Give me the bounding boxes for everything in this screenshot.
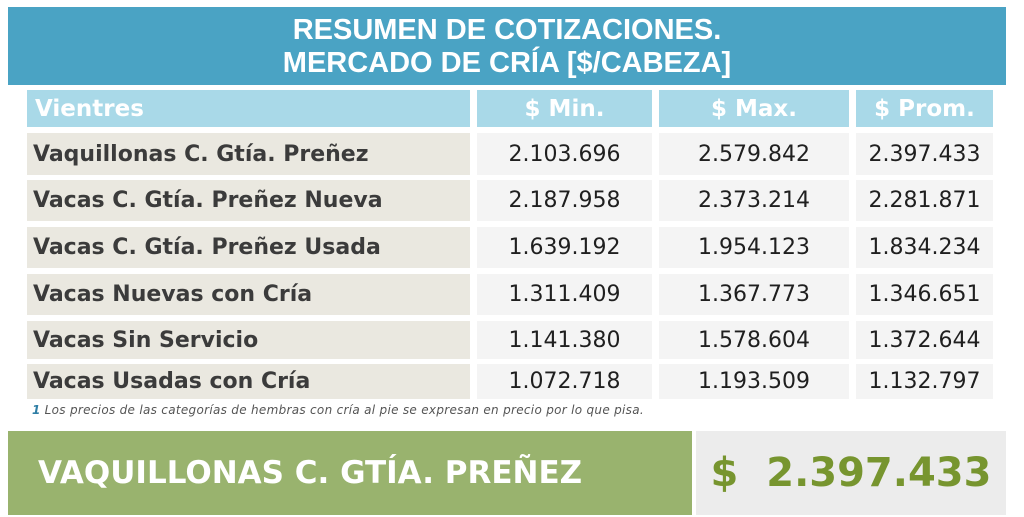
row-prom: 2.281.871 [856,180,993,221]
row-min: 2.187.958 [477,180,652,221]
row-min: 1.639.192 [477,227,652,268]
row-label: Vacas C. Gtía. Preñez Usada [27,227,470,268]
row-prom: 1.834.234 [856,227,993,268]
row-min: 1.311.409 [477,274,652,315]
summary-label: VAQUILLONAS C. GTÍA. PREÑEZ [8,431,692,515]
header-min: $ Min. [477,90,652,127]
row-prom: 1.372.644 [856,321,993,359]
row-min: 1.072.718 [477,364,652,399]
row-max: 2.579.842 [659,133,849,175]
title-banner: RESUMEN DE COTIZACIONES. MERCADO DE CRÍA… [8,7,1006,85]
row-label: Vacas Sin Servicio [27,321,470,359]
title-line-2: MERCADO DE CRÍA [$/CABEZA] [282,47,732,79]
header-prom: $ Prom. [856,90,993,127]
row-label: Vacas Nuevas con Cría [27,274,470,315]
footnote-number: 1 [32,403,41,417]
row-max: 2.373.214 [659,180,849,221]
row-label: Vacas Usadas con Cría [27,364,470,399]
title-line-1: RESUMEN DE COTIZACIONES. [292,14,722,46]
header-max: $ Max. [659,90,849,127]
row-prom: 1.132.797 [856,364,993,399]
row-max: 1.954.123 [659,227,849,268]
row-max: 1.578.604 [659,321,849,359]
row-label: Vaquillonas C. Gtía. Preñez [27,133,470,175]
footnote-text: Los precios de las categorías de hembras… [44,403,644,417]
row-min: 2.103.696 [477,133,652,175]
summary-value: $ 2.397.433 [696,431,1006,515]
row-label: Vacas C. Gtía. Preñez Nueva [27,180,470,221]
row-prom: 1.346.651 [856,274,993,315]
row-prom: 2.397.433 [856,133,993,175]
row-min: 1.141.380 [477,321,652,359]
row-max: 1.367.773 [659,274,849,315]
row-max: 1.193.509 [659,364,849,399]
footnote: 1 Los precios de las categorías de hembra… [32,403,644,417]
header-vientres: Vientres [27,90,470,127]
